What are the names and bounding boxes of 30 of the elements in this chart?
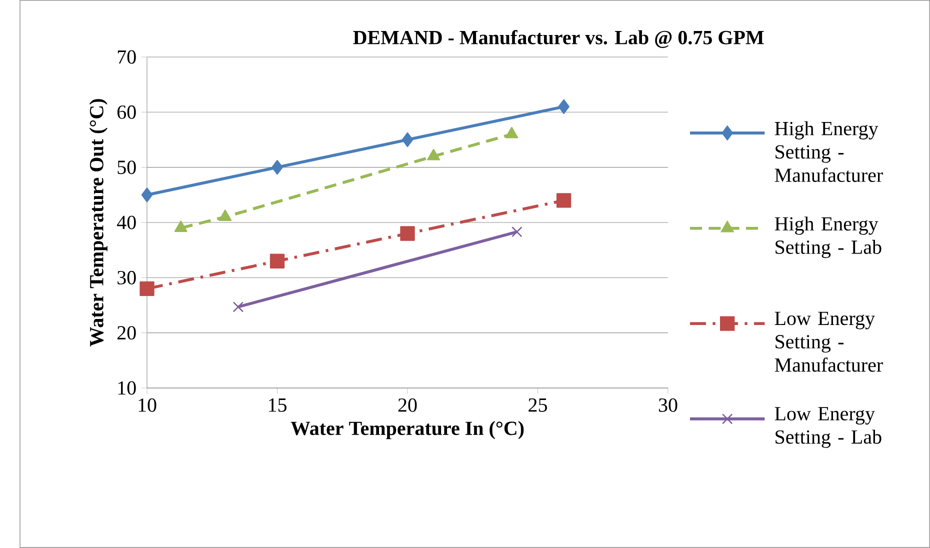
point (402, 132, 414, 148)
x-tick-label: 20 (398, 398, 417, 412)
point (232, 302, 244, 312)
y-tick-label: 60 (117, 105, 136, 119)
point (556, 193, 572, 208)
point (512, 226, 522, 238)
x-tick-label: 30 (658, 398, 678, 412)
y-tick-label: 50 (118, 160, 136, 174)
chart-title: DEMAND - Manufacturer vs. Lab @ 0.75 GPM (353, 30, 764, 48)
x-tick-label: 25 (528, 398, 547, 412)
y-tick-label: 10 (118, 381, 136, 395)
y-tick-label: 30 (118, 270, 136, 284)
point (272, 160, 283, 175)
legend-label: Low Energy Setting - Manufacturer (774, 312, 883, 372)
point (141, 188, 153, 202)
y-axis-title: Water Temperature Out (°C) (89, 99, 108, 346)
legend-label: Low Energy Setting - Lab (774, 407, 882, 448)
y-tick-label: 20 (117, 326, 136, 340)
point (270, 254, 285, 268)
point (400, 226, 415, 241)
legend-label: High Energy Setting - Manufacturer (774, 121, 883, 182)
x-axis-title: Water Temperature In (°C) (290, 421, 524, 440)
point (558, 99, 570, 114)
y-tick-label: 70 (118, 50, 136, 64)
x-tick-label: 10 (138, 398, 156, 412)
y-tick-label: 40 (117, 216, 136, 230)
x-tick-label: 15 (269, 398, 286, 412)
legend-label: High Energy Setting - Lab (774, 216, 882, 258)
point (174, 220, 188, 232)
point (140, 281, 154, 296)
